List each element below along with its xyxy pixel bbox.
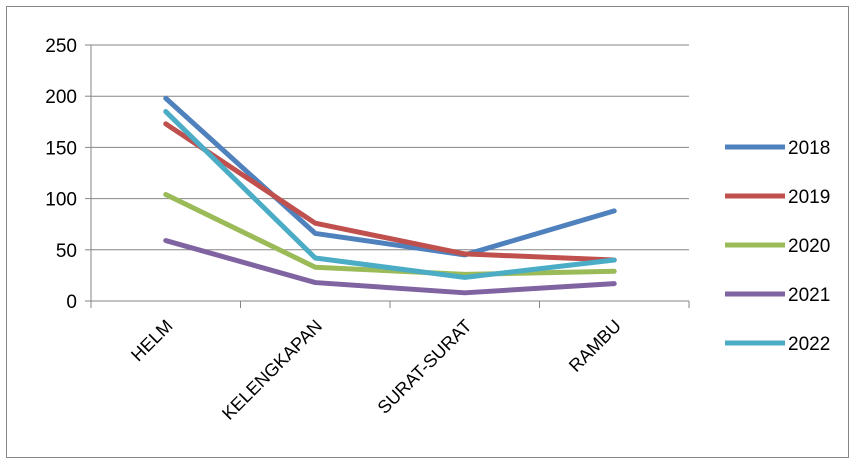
legend-label: 2019 <box>788 187 830 208</box>
x-tick-label: KELENGKAPAN <box>218 316 326 424</box>
legend-label: 2018 <box>788 138 830 159</box>
legend-label: 2022 <box>788 334 830 355</box>
y-tick-label: 150 <box>45 138 77 159</box>
line-chart: 0 50 100 150 200 250 HELM KELENGKAPAN SURAT-SURA… <box>45 36 830 424</box>
series-line-2019 <box>163 121 617 263</box>
y-tick-label: 50 <box>56 241 77 262</box>
x-tick-label: SURAT-SURAT <box>374 316 476 418</box>
series-line-2022 <box>163 109 617 280</box>
axes: 0 50 100 150 200 250 HELM KELENGKAPAN SURAT-SURA… <box>45 36 690 424</box>
series-line-2018 <box>163 95 617 258</box>
series-line-2020 <box>163 192 617 277</box>
x-tick-label: RAMBU <box>565 316 625 376</box>
y-tick-label: 200 <box>45 87 77 108</box>
legend-label: 2021 <box>788 285 830 306</box>
legend: 2018 2019 2020 2021 2022 <box>725 138 830 355</box>
y-tick-label: 100 <box>45 190 77 211</box>
series-lines <box>163 95 617 296</box>
legend-label: 2020 <box>788 236 830 257</box>
y-tick-label: 250 <box>45 36 77 57</box>
y-tick-label: 0 <box>66 292 77 313</box>
chart-frame: 0 50 100 150 200 250 HELM KELENGKAPAN SURAT-SURA… <box>6 6 849 458</box>
series-line-2021 <box>163 238 617 296</box>
x-tick-label: HELM <box>127 316 177 366</box>
gridlines <box>91 44 689 251</box>
